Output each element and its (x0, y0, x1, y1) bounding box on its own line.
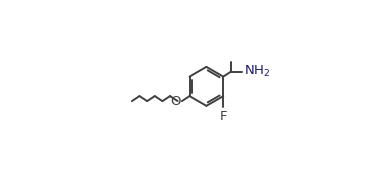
Text: NH$_2$: NH$_2$ (244, 64, 270, 79)
Text: O: O (170, 95, 180, 108)
Text: F: F (219, 110, 227, 123)
